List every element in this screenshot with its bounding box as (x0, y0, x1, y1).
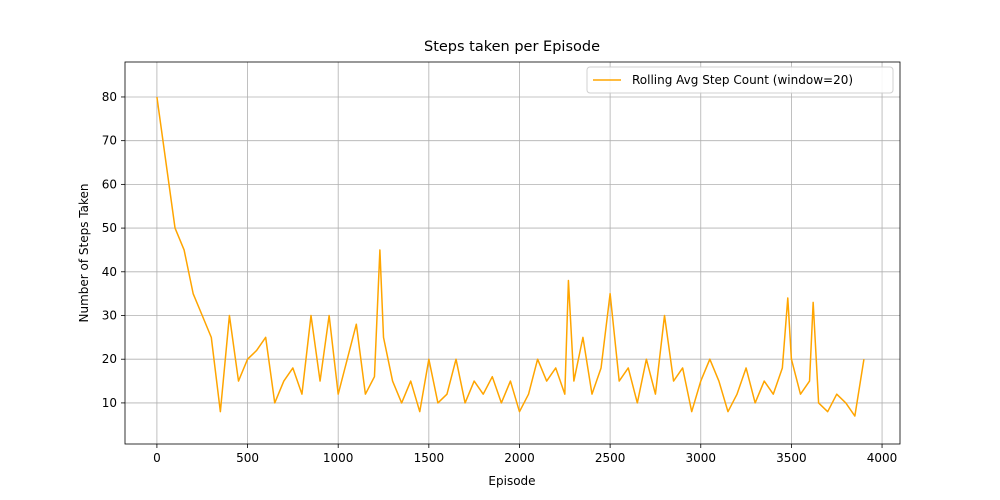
y-tick-label: 80 (102, 90, 117, 104)
y-tick-label: 30 (102, 309, 117, 323)
y-axis-label: Number of Steps Taken (77, 184, 91, 323)
data-line (156, 96, 865, 417)
x-tick-label: 0 (153, 451, 161, 465)
x-tick-label: 1000 (323, 451, 354, 465)
legend: Rolling Avg Step Count (window=20) (586, 66, 894, 94)
y-tick-label: 70 (102, 134, 117, 148)
y-tick-label: 20 (102, 352, 117, 366)
x-tick-label: 2500 (595, 451, 626, 465)
x-tick-label: 3000 (685, 451, 716, 465)
y-tick-label: 10 (102, 396, 117, 410)
legend-box (586, 66, 894, 94)
y-tick-label: 40 (102, 265, 117, 279)
legend-label: Rolling Avg Step Count (window=20) (632, 73, 853, 87)
chart-title: Steps taken per Episode (424, 39, 600, 55)
x-tick-label: 1500 (414, 451, 445, 465)
y-tick-label: 50 (102, 221, 117, 235)
x-tick-label: 3500 (776, 451, 807, 465)
x-axis-label: Episode (488, 474, 535, 488)
y-tick-label: 60 (102, 177, 117, 191)
plot-frame (124, 61, 901, 445)
x-tick-label: 500 (236, 451, 259, 465)
x-tick-label: 2000 (504, 451, 535, 465)
x-tick-label: 4000 (867, 451, 898, 465)
